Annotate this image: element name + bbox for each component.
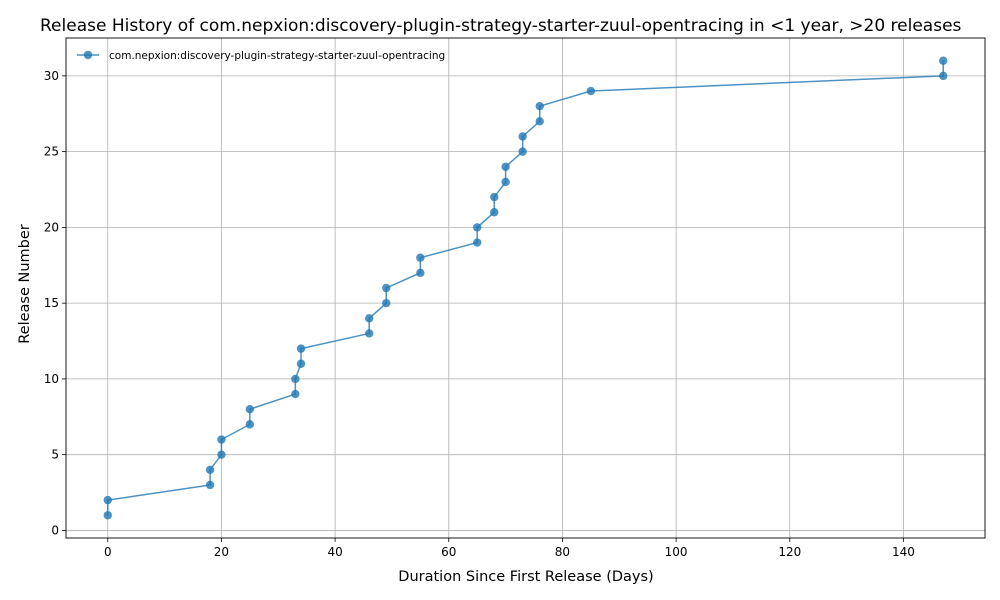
y-tick-label: 0 (51, 523, 59, 537)
x-axis-label: Duration Since First Release (Days) (398, 569, 653, 585)
legend: com.nepxion:discovery-plugin-strategy-st… (77, 50, 445, 62)
data-point (518, 132, 527, 141)
data-point (535, 117, 544, 126)
data-point (939, 71, 948, 81)
data-point (501, 177, 510, 187)
data-point (245, 420, 255, 429)
data-point (416, 253, 425, 262)
x-tick-label: 60 (441, 545, 456, 559)
y-tick-label: 25 (44, 145, 59, 159)
data-point (365, 314, 374, 323)
data-point (501, 162, 510, 171)
legend-label: com.nepxion:discovery-plugin-strategy-st… (109, 50, 445, 62)
data-point (245, 405, 255, 414)
y-tick-label: 10 (44, 372, 59, 386)
x-tick-label: 140 (892, 545, 915, 559)
data-point (535, 101, 544, 111)
axis-ticks: 0 20 40 60 80 100 120 140 0 5 10 15 20 25 30 (44, 69, 915, 559)
x-tick-label: 40 (327, 545, 342, 559)
x-tick-label: 80 (555, 545, 570, 559)
y-tick-label: 5 (51, 448, 59, 462)
plot-area (103, 56, 948, 520)
x-tick-label: 100 (665, 545, 688, 559)
data-point (103, 511, 112, 520)
y-tick-label: 30 (44, 69, 59, 83)
data-point (103, 495, 112, 505)
data-point (472, 223, 482, 232)
data-point (416, 268, 425, 278)
data-point (939, 56, 948, 65)
legend-marker-swatch (83, 50, 93, 60)
data-point (296, 344, 306, 353)
grid (66, 38, 985, 538)
data-point (365, 329, 374, 338)
data-point (472, 238, 482, 247)
data-point (490, 208, 499, 217)
data-point (205, 465, 215, 475)
data-point (217, 435, 226, 444)
chart-title: Release History of com.nepxion:discovery… (40, 16, 962, 36)
data-point (382, 298, 391, 308)
data-point (586, 86, 596, 96)
y-tick-label: 15 (44, 296, 59, 310)
y-axis-label: Release Number (17, 224, 33, 344)
x-tick-label: 0 (104, 545, 112, 559)
data-point (490, 192, 499, 202)
data-point (291, 389, 300, 399)
data-point (205, 480, 215, 490)
plot-frame (65, 37, 986, 539)
data-point (217, 450, 226, 459)
data-point (382, 283, 391, 293)
data-point (296, 359, 306, 368)
x-tick-label: 20 (214, 545, 229, 559)
data-point (518, 147, 527, 156)
x-tick-label: 120 (778, 545, 801, 559)
y-tick-label: 20 (44, 220, 59, 234)
series-line (107, 60, 944, 516)
data-point (291, 374, 300, 384)
